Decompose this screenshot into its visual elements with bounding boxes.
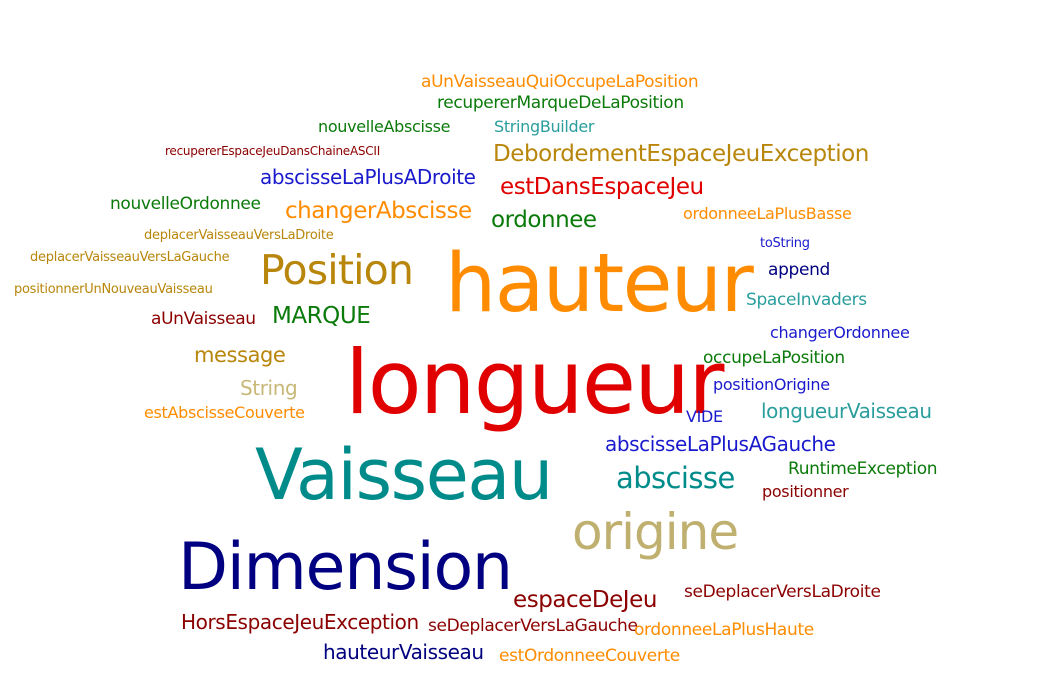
cloud-word-hauteur: hauteur xyxy=(445,237,754,331)
cloud-word-marque: MARQUE xyxy=(272,303,371,329)
cloud-word-espace-de-jeu: espaceDeJeu xyxy=(513,587,657,613)
cloud-word-occupe-la-position: occupeLaPosition xyxy=(703,348,845,368)
cloud-word-est-abscisse-couverte: estAbscisseCouverte xyxy=(144,403,305,422)
cloud-word-est-dans-espace-jeu: estDansEspaceJeu xyxy=(500,174,704,200)
cloud-word-changer-abscisse: changerAbscisse xyxy=(285,198,472,224)
cloud-word-ordonnee: ordonnee xyxy=(491,207,597,233)
cloud-word-hors-espace-jeu-exception: HorsEspaceJeuException xyxy=(181,610,419,634)
cloud-word-changer-ordonnee: changerOrdonnee xyxy=(770,323,910,342)
cloud-word-position: Position xyxy=(260,246,414,294)
cloud-word-ordonnee-la-plus-basse: ordonneeLaPlusBasse xyxy=(683,204,852,223)
cloud-word-debordement-espace-jeu-exception: DebordementEspaceJeuException xyxy=(493,141,869,167)
cloud-word-positionner-un-nouveau-vaisseau: positionnerUnNouveauVaisseau xyxy=(14,282,213,297)
cloud-word-vide: VIDE xyxy=(686,407,723,426)
cloud-word-recuperer-marque-de-la-position: recupererMarqueDeLaPosition xyxy=(437,93,684,113)
cloud-word-abscisse: abscisse xyxy=(616,461,735,495)
cloud-word-hauteur-vaisseau: hauteurVaisseau xyxy=(323,640,484,664)
cloud-word-nouvelle-abscisse: nouvelleAbscisse xyxy=(318,117,451,136)
cloud-word-position-origine: positionOrigine xyxy=(713,375,830,394)
cloud-word-ordonnee-la-plus-haute: ordonneeLaPlusHaute xyxy=(634,620,814,640)
cloud-word-longueur-vaisseau: longueurVaisseau xyxy=(761,399,932,423)
cloud-word-space-invaders: SpaceInvaders xyxy=(746,290,867,310)
cloud-word-est-ordonnee-couverte: estOrdonneeCouverte xyxy=(499,646,680,666)
cloud-word-vaisseau: Vaisseau xyxy=(255,434,553,516)
cloud-word-deplacer-vaisseau-vers-la-droite: deplacerVaisseauVersLaDroite xyxy=(144,228,334,243)
cloud-word-longueur: longueur xyxy=(345,331,724,434)
cloud-word-se-deplacer-vers-la-gauche: seDeplacerVersLaGauche xyxy=(428,616,638,636)
cloud-word-runtime-exception: RuntimeException xyxy=(788,459,938,479)
cloud-word-to-string: toString xyxy=(760,236,810,251)
cloud-word-dimension: Dimension xyxy=(178,530,513,605)
cloud-word-abscisse-la-plus-agauche: abscisseLaPlusAGauche xyxy=(605,432,836,456)
cloud-word-abscisse-la-plus-adroite: abscisseLaPlusADroite xyxy=(260,165,476,189)
cloud-word-deplacer-vaisseau-vers-la-gauche: deplacerVaisseauVersLaGauche xyxy=(30,250,230,265)
cloud-word-append: append xyxy=(768,260,830,280)
cloud-word-positionner: positionner xyxy=(762,482,849,501)
cloud-word-message: message xyxy=(194,343,286,367)
cloud-word-nouvelle-ordonnee: nouvelleOrdonnee xyxy=(110,194,261,214)
cloud-word-recuperer-espace-jeu-dans-chaine-ascii: recupererEspaceJeuDansChaineASCII xyxy=(165,144,381,158)
cloud-word-a-un-vaisseau: aUnVaisseau xyxy=(151,309,256,329)
cloud-word-string-builder: StringBuilder xyxy=(494,117,595,136)
cloud-word-a-un-vaisseau-qui-occupe-la-position: aUnVaisseauQuiOccupeLaPosition xyxy=(421,72,699,92)
cloud-word-se-deplacer-vers-la-droite: seDeplacerVersLaDroite xyxy=(684,582,881,602)
cloud-word-string: String xyxy=(240,376,298,400)
cloud-word-origine: origine xyxy=(572,503,739,561)
